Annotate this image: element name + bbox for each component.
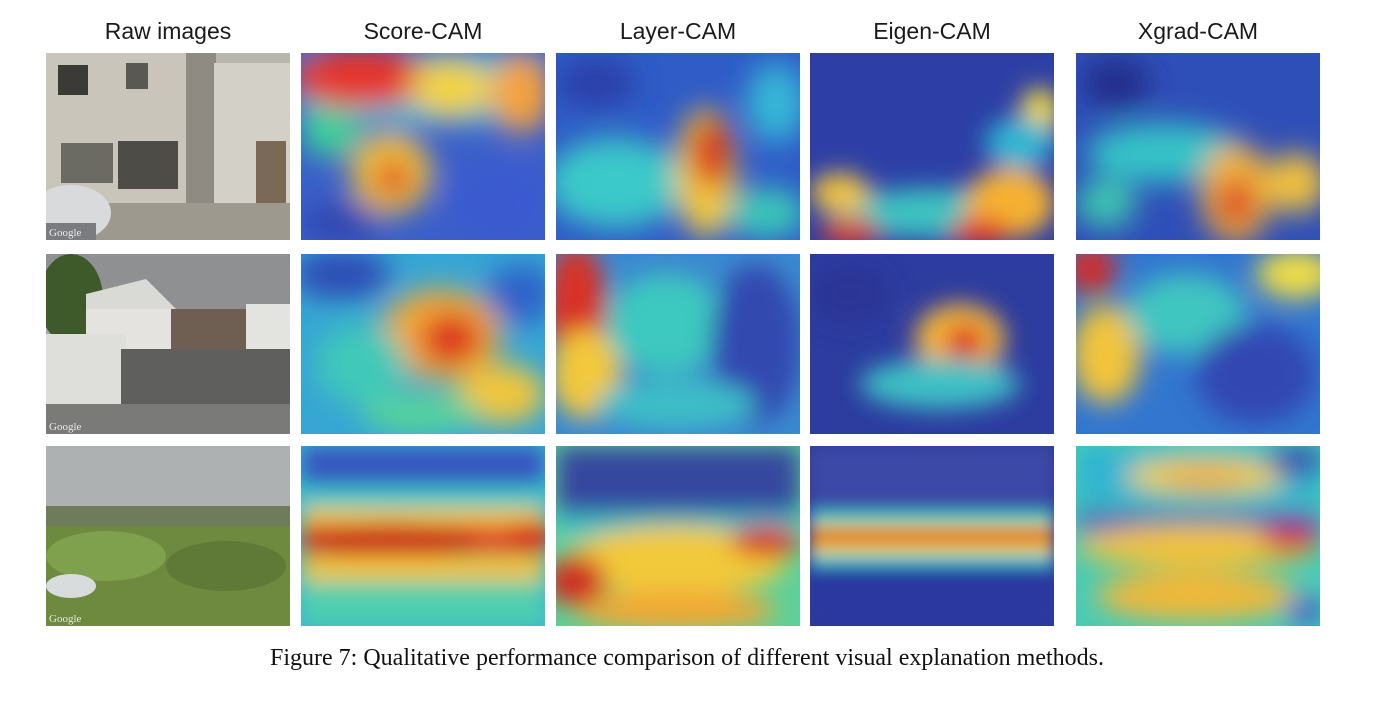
column-header-eigen-cam: Eigen-CAM (873, 18, 991, 44)
raw-image-street: Google (46, 53, 290, 240)
google-watermark: Google (49, 227, 82, 239)
eigen-cam-street (810, 53, 1054, 240)
google-watermark: Google (49, 613, 82, 625)
score-cam-houses (301, 254, 545, 434)
column-header-raw-images: Raw images (104, 18, 232, 44)
layer-cam-houses (556, 254, 800, 434)
xgrad-cam-field (1076, 446, 1320, 626)
figure-caption: Figure 7: Qualitative performance compar… (270, 645, 1104, 671)
raw-image-houses: Google (46, 254, 290, 434)
column-header-score-cam: Score-CAM (363, 18, 483, 44)
column-header-xgrad-cam: Xgrad-CAM (1137, 18, 1259, 44)
google-watermark: Google (49, 421, 82, 433)
xgrad-cam-street (1076, 53, 1320, 240)
eigen-cam-houses (810, 254, 1054, 434)
xgrad-cam-houses (1076, 254, 1320, 434)
score-cam-street (301, 53, 545, 240)
score-cam-field (301, 446, 545, 626)
layer-cam-street (556, 53, 800, 240)
layer-cam-field (556, 446, 800, 626)
raw-image-field: Google (46, 446, 290, 626)
column-header-layer-cam: Layer-CAM (619, 18, 737, 44)
eigen-cam-field (810, 446, 1054, 626)
